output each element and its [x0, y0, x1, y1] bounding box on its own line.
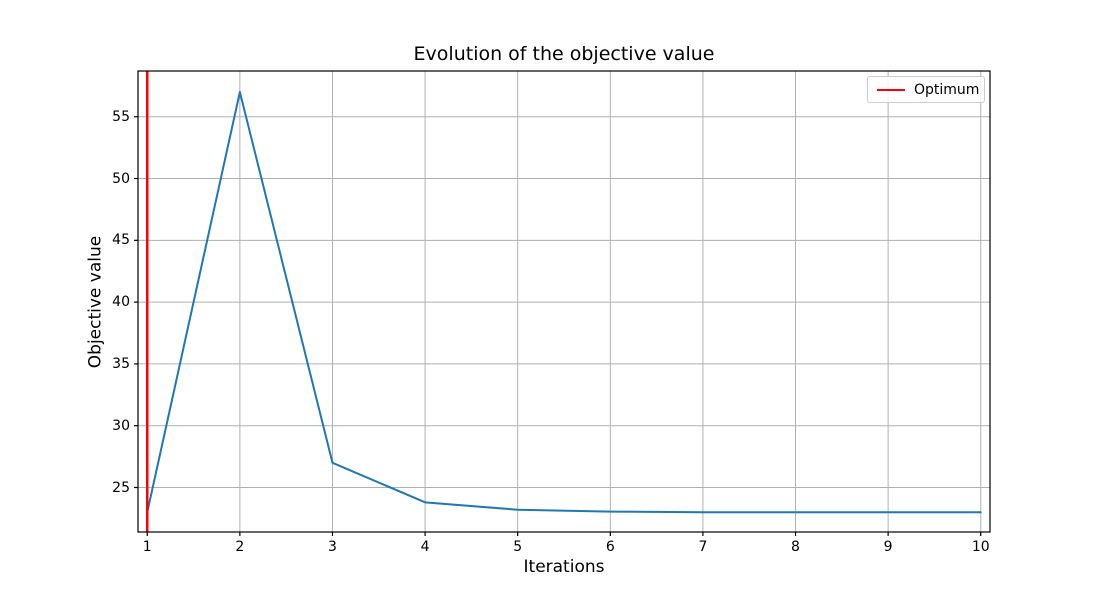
legend: Optimum	[867, 76, 985, 103]
legend-optimum-label: Optimum	[914, 81, 980, 98]
y-tick-label: 35	[112, 355, 130, 372]
x-tick-label: 6	[605, 539, 615, 555]
x-tick-label: 7	[698, 539, 708, 555]
chart-title: Evolution of the objective value	[413, 43, 715, 65]
objective-value-line	[146, 91, 982, 514]
x-tick-label: 3	[328, 539, 337, 555]
y-tick-label: 55	[112, 108, 130, 125]
y-tick-label: 50	[112, 170, 130, 187]
y-tick-label: 25	[112, 479, 130, 496]
axes-spines	[137, 70, 991, 533]
x-tick-label: 2	[235, 539, 245, 555]
x-tick-label: 9	[883, 539, 893, 555]
x-tick-label: 4	[420, 539, 430, 555]
x-tick-label: 5	[513, 539, 523, 555]
legend-optimum-line-icon	[877, 88, 905, 91]
x-axis-label: Iterations	[523, 557, 605, 577]
x-tick-label: 8	[791, 539, 800, 555]
x-tick-label: 1	[142, 539, 152, 555]
y-tick-label: 45	[112, 232, 130, 249]
y-tick-label: 40	[112, 294, 130, 311]
x-tick-label: 10	[971, 539, 990, 555]
y-axis-label: Objective value	[85, 235, 106, 369]
y-tick-label: 30	[112, 417, 130, 434]
